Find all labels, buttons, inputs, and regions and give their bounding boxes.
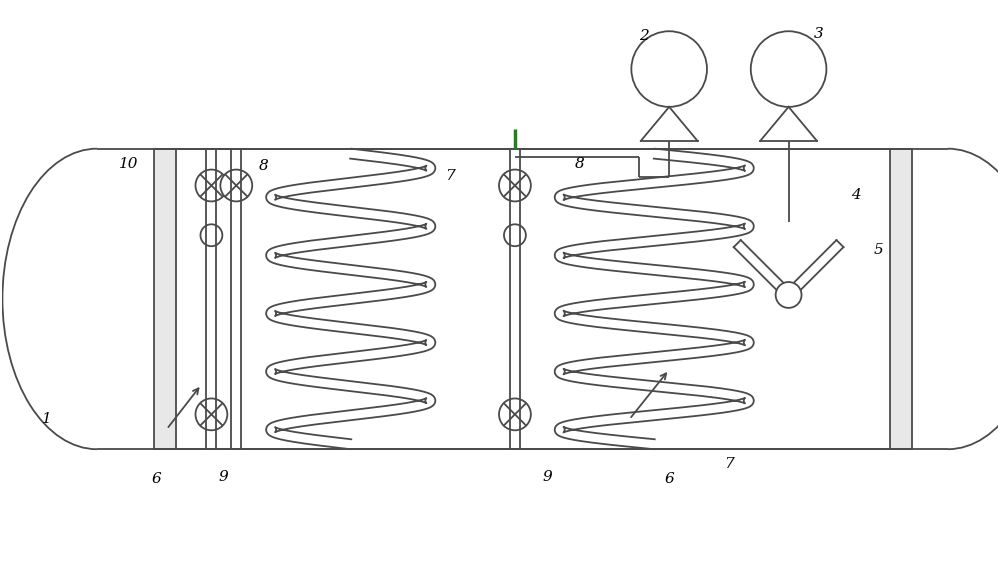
Circle shape bbox=[499, 169, 531, 201]
Circle shape bbox=[499, 399, 531, 430]
Circle shape bbox=[504, 224, 526, 246]
Circle shape bbox=[631, 31, 707, 107]
Text: 5: 5 bbox=[873, 243, 883, 257]
Circle shape bbox=[220, 169, 252, 201]
Circle shape bbox=[195, 169, 227, 201]
Text: 9: 9 bbox=[543, 470, 553, 484]
Circle shape bbox=[776, 282, 802, 308]
Text: 6: 6 bbox=[152, 472, 162, 486]
Bar bbox=[890, 149, 912, 449]
Text: 1: 1 bbox=[42, 412, 52, 426]
Text: 4: 4 bbox=[851, 188, 861, 202]
Text: 3: 3 bbox=[814, 27, 823, 41]
Text: 2: 2 bbox=[639, 29, 649, 43]
Circle shape bbox=[751, 31, 826, 107]
Text: 6: 6 bbox=[664, 472, 674, 486]
Text: 10: 10 bbox=[119, 157, 139, 170]
Text: 8: 8 bbox=[575, 157, 584, 170]
Text: 9: 9 bbox=[218, 470, 228, 484]
Text: 7: 7 bbox=[724, 457, 734, 471]
Circle shape bbox=[200, 224, 222, 246]
Text: 7: 7 bbox=[445, 169, 455, 182]
Circle shape bbox=[195, 399, 227, 430]
Text: 8: 8 bbox=[258, 158, 268, 173]
Bar bbox=[154, 149, 176, 449]
